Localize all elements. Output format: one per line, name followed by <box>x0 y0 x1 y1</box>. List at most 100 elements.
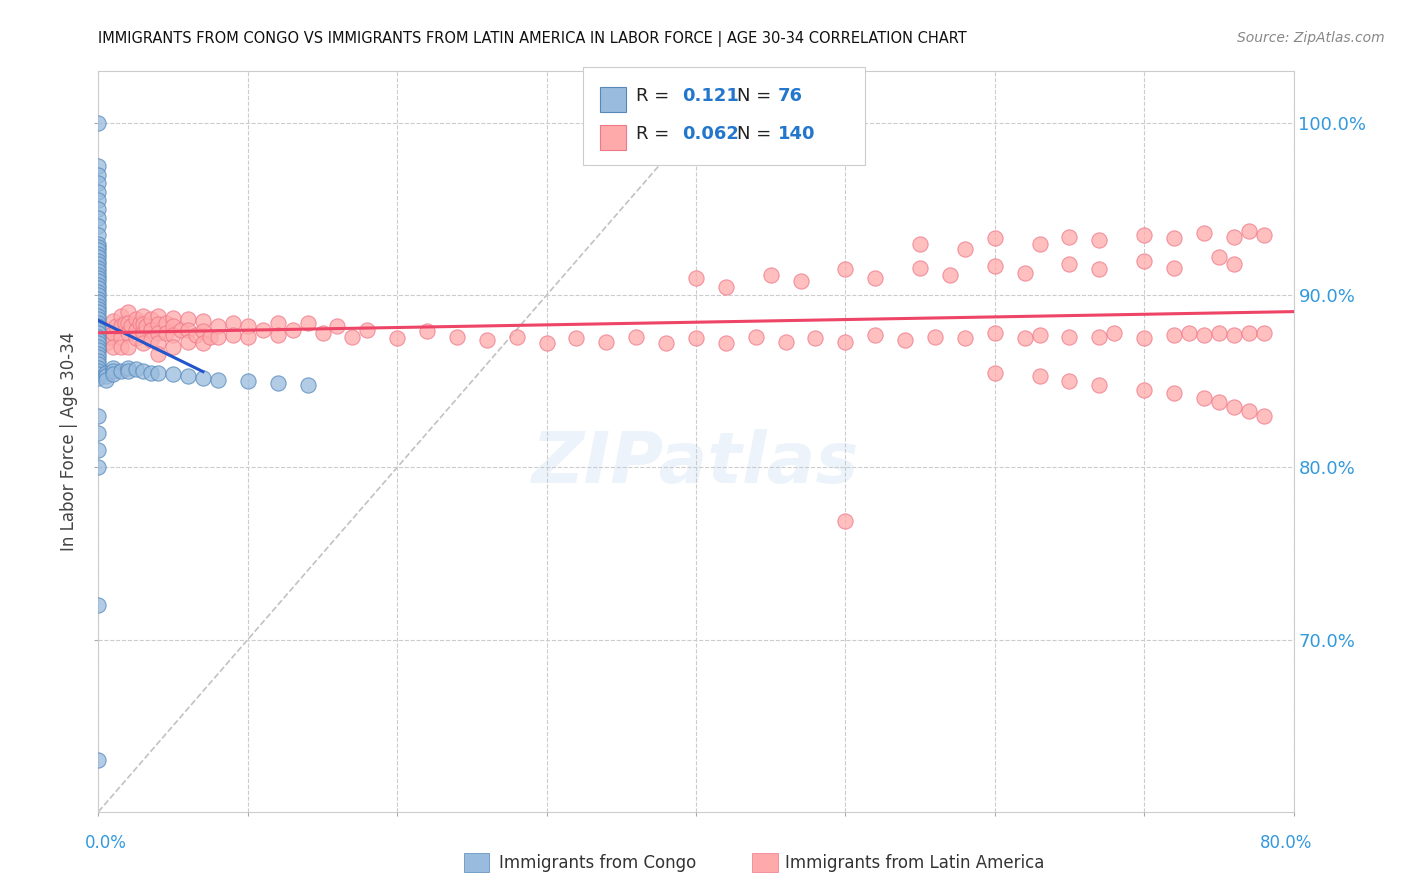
Point <box>87 244 110 258</box>
Point <box>326 319 349 334</box>
Point <box>155 326 177 340</box>
Point <box>87 247 110 261</box>
Point <box>834 334 856 349</box>
Point <box>114 316 136 330</box>
Point <box>1237 403 1260 417</box>
Point <box>595 334 617 349</box>
Text: Immigrants from Congo: Immigrants from Congo <box>499 854 696 871</box>
Point <box>1163 386 1185 401</box>
Point <box>103 360 125 375</box>
Point <box>87 340 110 354</box>
Point <box>236 319 259 334</box>
Point <box>267 327 290 342</box>
Point <box>87 343 110 358</box>
Point <box>139 366 162 380</box>
Point <box>297 316 319 330</box>
Point <box>1237 225 1260 239</box>
Point <box>87 185 110 199</box>
Point <box>1163 260 1185 275</box>
Point <box>87 168 110 182</box>
Point <box>87 350 110 364</box>
Point <box>191 324 214 338</box>
Point <box>894 333 917 347</box>
Point <box>1133 253 1156 268</box>
Point <box>94 336 117 351</box>
Point <box>105 319 128 334</box>
Point <box>120 319 142 334</box>
Point <box>117 305 139 319</box>
Point <box>1223 229 1246 244</box>
Point <box>87 250 110 264</box>
Point <box>1104 326 1126 340</box>
Point <box>125 362 148 376</box>
Point <box>125 331 148 345</box>
Point <box>177 369 200 384</box>
Point <box>1088 233 1111 247</box>
Point <box>236 374 259 388</box>
Point <box>98 329 122 343</box>
Point <box>1014 331 1036 345</box>
Point <box>714 279 737 293</box>
Point <box>626 329 648 343</box>
Point <box>834 262 856 277</box>
Point <box>87 343 110 358</box>
Point <box>865 271 887 285</box>
Point <box>775 334 797 349</box>
Point <box>87 236 110 251</box>
Y-axis label: In Labor Force | Age 30-34: In Labor Force | Age 30-34 <box>60 332 79 551</box>
Text: Immigrants from Latin America: Immigrants from Latin America <box>785 854 1043 871</box>
Point <box>135 319 157 334</box>
Text: 0.121: 0.121 <box>682 87 738 105</box>
Point <box>148 336 170 351</box>
Point <box>984 231 1007 245</box>
Point <box>117 316 139 330</box>
Point <box>87 305 110 319</box>
Point <box>87 326 110 340</box>
Point <box>87 301 110 316</box>
Point <box>1237 326 1260 340</box>
Point <box>110 364 132 378</box>
Point <box>139 312 162 326</box>
Point <box>87 194 110 208</box>
Point <box>1059 229 1081 244</box>
Point <box>953 242 976 256</box>
Point <box>177 323 200 337</box>
Point <box>87 285 110 299</box>
Point <box>475 333 498 347</box>
Point <box>87 299 110 313</box>
Point <box>148 326 170 340</box>
Point <box>834 514 856 528</box>
Point <box>984 366 1007 380</box>
Point <box>1208 395 1230 409</box>
Point <box>385 331 409 345</box>
Point <box>87 295 110 310</box>
Point <box>207 329 229 343</box>
Point <box>804 331 827 345</box>
Point <box>87 274 110 288</box>
Point <box>132 326 155 340</box>
Point <box>87 443 110 458</box>
Point <box>1059 329 1081 343</box>
Point <box>162 368 184 382</box>
Point <box>191 314 214 328</box>
Point <box>1208 326 1230 340</box>
Point <box>1192 392 1215 406</box>
Point <box>94 366 117 380</box>
Point <box>110 309 132 323</box>
Point <box>1223 327 1246 342</box>
Point <box>87 331 110 345</box>
Point <box>87 219 110 234</box>
Point <box>297 377 319 392</box>
Text: ZIPatlas: ZIPatlas <box>533 429 859 499</box>
Point <box>87 319 110 334</box>
Point <box>94 323 117 337</box>
Point <box>87 368 110 382</box>
Point <box>1178 326 1201 340</box>
Point <box>1192 327 1215 342</box>
Point <box>1253 326 1275 340</box>
Point <box>87 357 110 371</box>
Point <box>1223 257 1246 271</box>
Point <box>1088 377 1111 392</box>
Point <box>924 329 946 343</box>
Point <box>139 333 162 347</box>
